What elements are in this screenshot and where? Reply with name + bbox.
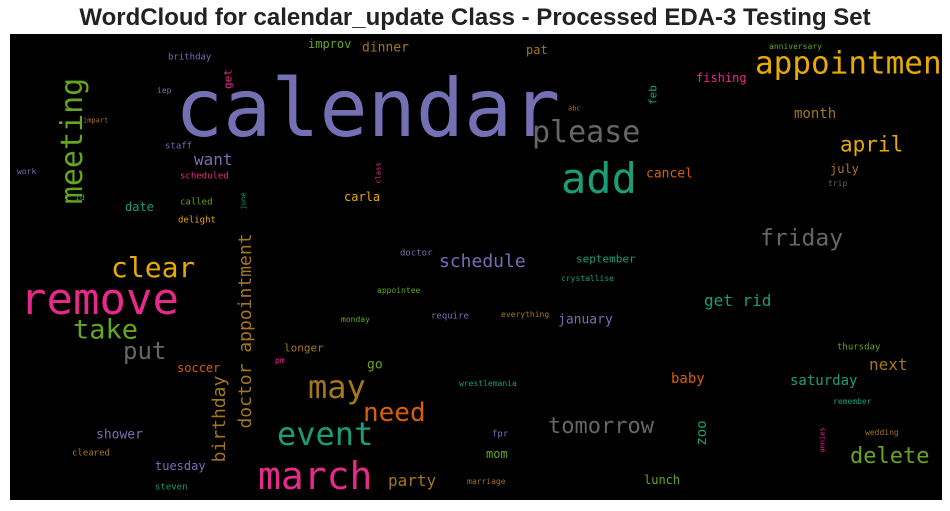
word-need: need [363,398,426,428]
word-get: get [221,69,235,89]
word-pat: pat [526,43,548,57]
word-thursday: thursday [837,342,881,353]
word-called: called [180,197,213,208]
word-dinner: dinner [362,40,409,56]
word-may: may [308,368,366,406]
word-march: march [258,454,373,498]
word-please: please [532,115,641,150]
word-cancel: cancel [646,166,693,182]
word-everything: everything [501,310,550,319]
word-take: take [73,314,139,346]
word-class: class [374,162,383,184]
word-add: add [561,154,637,203]
word-next: next [869,355,908,374]
word-marriage: marriage [467,477,506,486]
word-appointment: appointment [755,45,942,82]
word-cleared: cleared [72,448,110,459]
word-friday: friday [760,225,844,252]
word-september: september [576,252,636,266]
word-lunch: lunch [644,473,681,487]
word-event: event [277,415,374,453]
word-wedding: wedding [865,428,899,437]
word-meeting: meeting [55,77,90,205]
word-work: work [17,167,37,176]
wordcloud-canvas: calendar remove add march appointment meeting… [10,34,942,500]
word-impart: impart [83,116,109,125]
word-june: june [239,192,248,210]
word-want: want [194,150,233,169]
word-appointee: appointee [377,286,421,295]
word-longer: longer [284,341,324,355]
word-pm: pm [275,356,285,365]
word-crystallise: crystallise [561,274,614,283]
word-id: id [75,193,85,202]
word-clear: clear [111,251,196,284]
word-july: july [830,162,859,176]
word-trip: trip [828,179,848,188]
word-doctor: doctor [400,248,433,259]
word-saturday: saturday [790,373,858,389]
word-baby: baby [671,371,705,387]
word-mom: mom [486,447,508,461]
word-soccer: soccer [177,361,221,375]
word-monday: monday [341,315,370,324]
word-birthday: birthday [209,375,230,463]
word-get-rid: get rid [704,291,772,310]
word-delight: delight [178,215,216,226]
word-carla: carla [344,190,381,204]
word-iep: iep [157,86,172,95]
word-january: january [558,312,613,328]
word-fpr: fpr [492,429,509,440]
word-doctor-appointment: doctor appointment [235,233,256,429]
word-date: date [125,200,154,214]
word-wrestlemania: wrestlemania [459,379,517,388]
word-party: party [388,471,437,490]
word-remove: remove [20,274,179,325]
word-abc: abc [568,104,581,113]
word-feb: feb [646,85,660,105]
word-scheduled: scheduled [180,171,229,182]
word-month: month [794,106,837,122]
word-brithday: brithday [168,52,212,63]
word-annies: annies [818,427,827,453]
word-remember: remember [833,397,872,406]
word-go: go [367,357,383,373]
word-require: require [431,311,469,322]
word-april: april [840,132,904,157]
word-calendar: calendar [175,62,561,155]
word-schedule: schedule [439,251,526,272]
word-put: put [123,337,167,365]
word-steven: steven [155,482,188,493]
word-tomorrow: tomorrow [548,414,654,439]
word-staff: staff [165,141,193,152]
word-tuesday: tuesday [155,459,206,473]
word-zoo: zoo [694,420,710,446]
word-delete: delete [850,444,930,469]
chart-title: WordCloud for calendar_update Class - Pr… [79,4,871,31]
word-improv: improv [308,37,352,51]
word-fishing: fishing [696,71,747,85]
word-shower: shower [96,427,143,443]
word-anniversary: anniversary [769,42,822,51]
